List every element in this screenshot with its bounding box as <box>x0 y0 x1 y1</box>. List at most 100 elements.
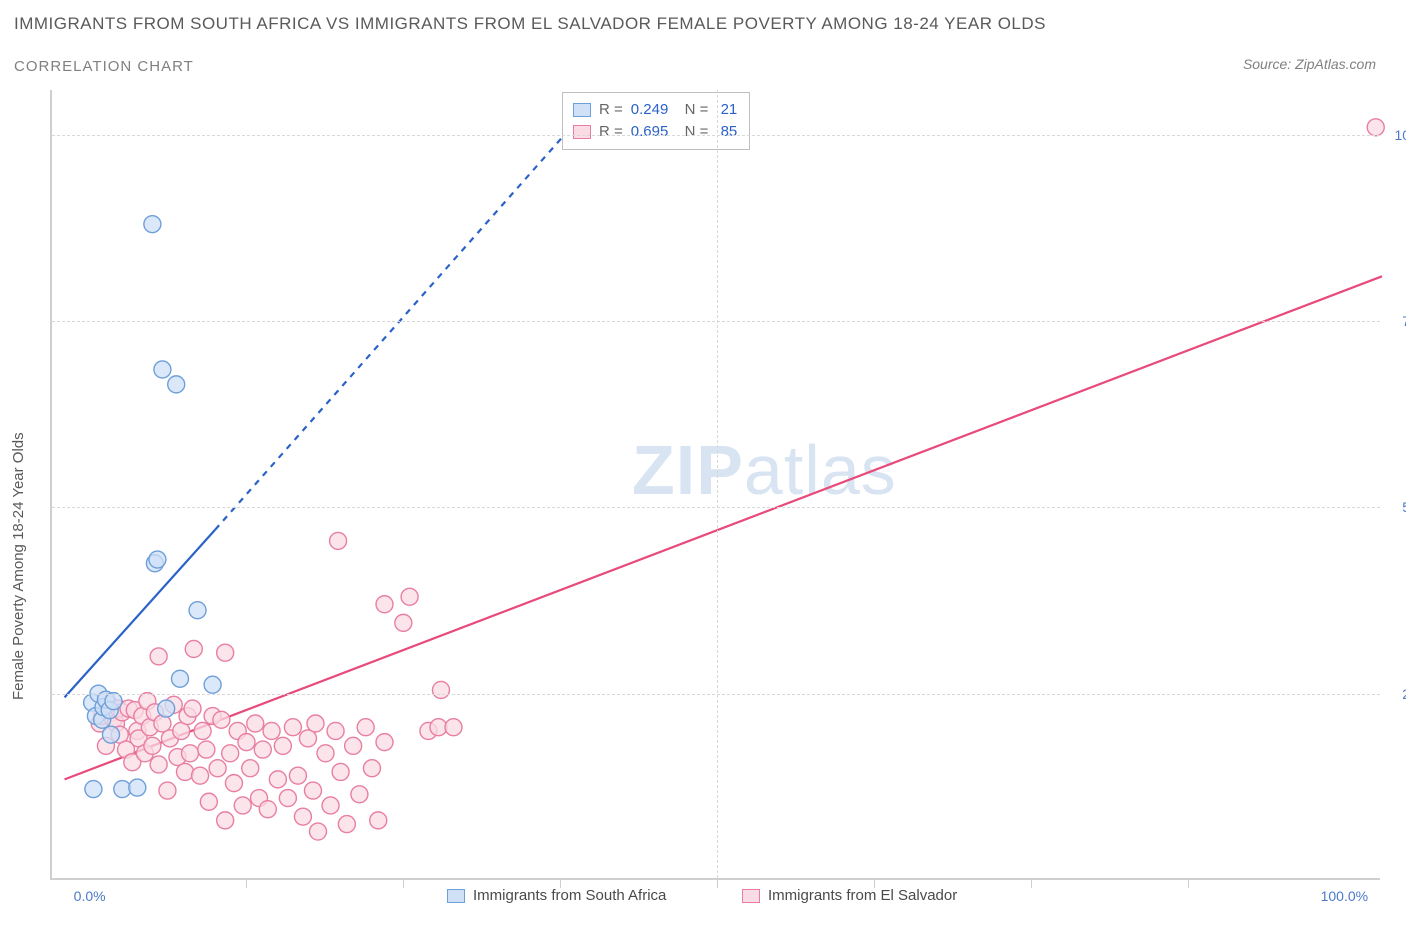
data-point <box>259 801 276 818</box>
data-point <box>238 734 255 751</box>
swatch-el-salvador <box>573 125 591 139</box>
gridline-v <box>717 90 718 878</box>
series-a-label: Immigrants from South Africa <box>473 887 666 904</box>
stat-r-a: 0.249 <box>631 99 669 121</box>
stat-n-label: N = <box>676 99 708 121</box>
data-point <box>1367 119 1384 136</box>
data-point <box>345 737 362 754</box>
bottom-legend-south-africa: Immigrants from South Africa <box>447 887 666 904</box>
data-point <box>158 700 175 717</box>
data-point <box>289 767 306 784</box>
data-point <box>185 640 202 657</box>
data-point <box>200 793 217 810</box>
data-point <box>263 722 280 739</box>
swatch-el-salvador <box>742 889 760 903</box>
data-point <box>332 763 349 780</box>
x-minor-tick <box>1031 878 1032 888</box>
data-point <box>376 596 393 613</box>
data-point <box>338 816 355 833</box>
data-point <box>376 734 393 751</box>
source-credit: Source: ZipAtlas.com <box>1243 56 1376 72</box>
trend-line <box>215 90 604 530</box>
y-axis-label: Female Poverty Among 18-24 Year Olds <box>10 432 27 700</box>
data-point <box>213 711 230 728</box>
data-point <box>242 760 259 777</box>
data-point <box>304 782 321 799</box>
data-point <box>182 745 199 762</box>
stat-r-b: 0.695 <box>631 121 669 143</box>
chart-title: IMMIGRANTS FROM SOUTH AFRICA VS IMMIGRAN… <box>14 14 1046 34</box>
data-point <box>171 670 188 687</box>
x-minor-tick <box>560 878 561 888</box>
y-tick-label: 100.0% <box>1395 127 1406 143</box>
x-minor-tick <box>717 878 718 888</box>
x-tick-label: 0.0% <box>74 888 106 904</box>
data-point <box>225 775 242 792</box>
stat-n-b: 85 <box>716 121 737 143</box>
x-minor-tick <box>403 878 404 888</box>
x-minor-tick <box>246 878 247 888</box>
data-point <box>144 737 161 754</box>
data-point <box>177 763 194 780</box>
data-point <box>395 614 412 631</box>
stat-r-label: R = <box>599 121 623 143</box>
data-point <box>129 779 146 796</box>
swatch-south-africa <box>447 889 465 903</box>
gridline-h <box>52 135 1380 136</box>
data-point <box>192 767 209 784</box>
data-point <box>149 551 166 568</box>
series-b-label: Immigrants from El Salvador <box>768 887 957 904</box>
plot-area: ZIPatlas R = 0.249 N = 21 R = 0.695 N = … <box>50 90 1380 880</box>
data-point <box>204 676 221 693</box>
data-point <box>85 781 102 798</box>
data-point <box>363 760 380 777</box>
data-point <box>222 745 239 762</box>
data-point <box>184 700 201 717</box>
stat-r-label: R = <box>599 99 623 121</box>
data-point <box>445 719 462 736</box>
legend-stats-row-b: R = 0.695 N = 85 <box>573 121 737 143</box>
stat-n-a: 21 <box>716 99 737 121</box>
data-point <box>217 812 234 829</box>
data-point <box>327 722 344 739</box>
data-point <box>194 722 211 739</box>
data-point <box>159 782 176 799</box>
gridline-h <box>52 321 1380 322</box>
data-point <box>105 693 122 710</box>
data-point <box>247 715 264 732</box>
data-point <box>357 719 374 736</box>
data-point <box>144 216 161 233</box>
swatch-south-africa <box>573 103 591 117</box>
data-point <box>432 681 449 698</box>
data-point <box>189 602 206 619</box>
x-tick-label: 100.0% <box>1321 888 1368 904</box>
data-point <box>317 745 334 762</box>
x-minor-tick <box>874 878 875 888</box>
data-point <box>274 737 291 754</box>
y-tick-label: 25.0% <box>1402 686 1406 702</box>
data-point <box>254 741 271 758</box>
data-point <box>401 588 418 605</box>
source-link[interactable]: ZipAtlas.com <box>1295 56 1376 72</box>
data-point <box>330 532 347 549</box>
data-point <box>209 760 226 777</box>
source-prefix: Source: <box>1243 56 1295 72</box>
legend-stats-row-a: R = 0.249 N = 21 <box>573 99 737 121</box>
data-point <box>279 790 296 807</box>
stat-n-label: N = <box>676 121 708 143</box>
data-point <box>370 812 387 829</box>
x-minor-tick <box>1188 878 1189 888</box>
legend-stats-box: R = 0.249 N = 21 R = 0.695 N = 85 <box>562 92 750 150</box>
data-point <box>307 715 324 732</box>
y-tick-label: 50.0% <box>1402 499 1406 515</box>
data-point <box>294 808 311 825</box>
gridline-h <box>52 694 1380 695</box>
data-point <box>269 771 286 788</box>
bottom-legend-el-salvador: Immigrants from El Salvador <box>742 887 957 904</box>
data-point <box>150 756 167 773</box>
data-point <box>284 719 301 736</box>
data-point <box>168 376 185 393</box>
data-point <box>150 648 167 665</box>
data-point <box>154 361 171 378</box>
data-point <box>351 786 368 803</box>
